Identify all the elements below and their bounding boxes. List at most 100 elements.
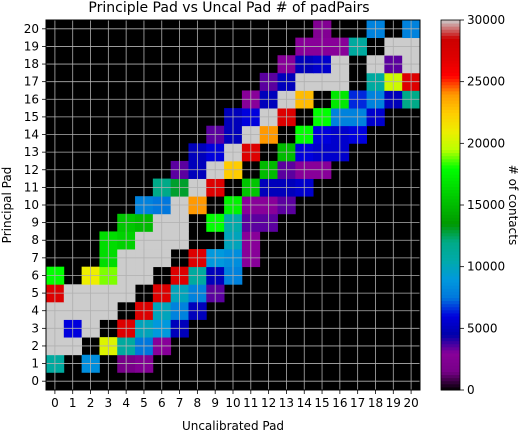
colorbar-swatch xyxy=(441,201,460,206)
colorbar-swatch xyxy=(441,263,460,268)
colorbar-swatch xyxy=(441,343,460,348)
colorbar-ticks: 0 5000 10000 15000 20000 25000 30000 xyxy=(460,13,505,397)
colorbar-swatch xyxy=(441,309,460,314)
colorbar-swatch xyxy=(441,303,460,308)
y-tick-label: 15 xyxy=(24,110,39,124)
colorbar-swatch xyxy=(441,291,460,295)
colorbar-swatch xyxy=(441,32,460,36)
colorbar-swatch xyxy=(441,20,460,24)
colorbar-swatch xyxy=(441,103,460,107)
colorbar-swatch xyxy=(441,149,460,154)
colorbar-swatch xyxy=(441,275,460,280)
colorbar-swatch xyxy=(441,371,460,376)
colorbar-swatch xyxy=(441,297,460,302)
colorbar-swatch xyxy=(441,171,460,175)
colorbar-swatch xyxy=(441,47,460,52)
y-tick-label: 16 xyxy=(24,92,39,106)
y-tick-label: 5 xyxy=(31,286,39,300)
x-tick-label: 8 xyxy=(194,396,202,410)
colorbar-swatch xyxy=(441,245,460,249)
colorbar-swatch xyxy=(441,260,460,265)
y-tick-label: 6 xyxy=(31,268,39,282)
colorbar-swatch xyxy=(441,29,460,33)
colorbar-swatch xyxy=(441,377,460,382)
x-tick-label: 16 xyxy=(332,396,347,410)
colorbar-swatch xyxy=(441,232,460,237)
y-tick-label: 20 xyxy=(24,22,39,36)
colorbar-swatch xyxy=(441,282,460,286)
colorbar-swatch xyxy=(441,90,460,95)
colorbar-swatch xyxy=(441,69,460,73)
x-tick-label: 17 xyxy=(350,396,365,410)
chart-title: Principle Pad vs Uncal Pad # of padPairs xyxy=(88,0,369,16)
colorbar-swatch xyxy=(441,251,460,255)
colorbar-label: # of contacts xyxy=(506,165,519,245)
colorbar-swatch xyxy=(441,143,460,147)
colorbar-swatch xyxy=(441,374,460,379)
colorbar-swatch xyxy=(441,109,460,113)
x-tick-label: 12 xyxy=(261,396,276,410)
colorbar-swatch xyxy=(441,41,460,46)
colorbar-swatch xyxy=(441,266,460,271)
colorbar-tick-label: 10000 xyxy=(467,260,505,274)
y-tick-label: 2 xyxy=(31,339,39,353)
colorbar-swatch xyxy=(441,53,460,58)
colorbar-swatch xyxy=(441,359,460,363)
colorbar-swatch xyxy=(441,285,460,289)
colorbar-swatch xyxy=(441,161,460,166)
colorbar-swatch xyxy=(441,94,460,98)
colorbar-swatch xyxy=(441,220,460,224)
colorbar-swatch xyxy=(441,362,460,366)
x-axis-label: Uncalibrated Pad xyxy=(182,419,284,433)
colorbar-swatch xyxy=(441,177,460,181)
x-tick-label: 15 xyxy=(314,396,329,410)
colorbar-swatch xyxy=(441,35,460,39)
x-tick-label: 11 xyxy=(243,396,258,410)
colorbar-swatch xyxy=(441,198,460,203)
colorbar-swatch xyxy=(441,38,460,43)
y-tick-label: 9 xyxy=(31,216,39,230)
colorbar-swatch xyxy=(441,340,460,345)
y-tick-label: 17 xyxy=(24,75,39,89)
colorbar-swatch xyxy=(441,316,460,320)
colorbar-swatch xyxy=(441,312,460,317)
colorbar-swatch xyxy=(441,131,460,135)
x-tick-label: 2 xyxy=(87,396,95,410)
colorbar-swatch xyxy=(441,44,460,49)
colorbar-tick-label: 20000 xyxy=(467,136,505,150)
colorbar-swatch xyxy=(441,248,460,252)
y-tick-label: 8 xyxy=(31,233,39,247)
y-tick-label: 13 xyxy=(24,145,39,159)
colorbar-swatch xyxy=(441,152,460,157)
colorbar-swatch xyxy=(441,380,460,385)
colorbar-swatch xyxy=(441,383,460,388)
x-tick-label: 19 xyxy=(386,396,401,410)
colorbar-swatch xyxy=(441,346,460,351)
y-tick-label: 14 xyxy=(24,128,39,142)
grid-lines xyxy=(46,20,420,390)
colorbar-swatch xyxy=(441,279,460,283)
y-tick-label: 4 xyxy=(31,304,39,318)
colorbar-swatch xyxy=(441,223,460,228)
colorbar-swatch xyxy=(441,183,460,187)
colorbar-swatch xyxy=(441,306,460,311)
colorbar-swatch xyxy=(441,238,460,243)
colorbar-swatch xyxy=(441,50,460,55)
colorbar-swatch xyxy=(441,300,460,305)
y-tick-label: 18 xyxy=(24,57,39,71)
colorbar-swatch xyxy=(441,100,460,104)
colorbar-swatch xyxy=(441,208,460,212)
colorbar-swatch xyxy=(441,81,460,86)
y-tick-label: 7 xyxy=(31,251,39,265)
colorbar-swatch xyxy=(441,229,460,234)
x-tick-label: 18 xyxy=(368,396,383,410)
colorbar-swatch xyxy=(441,217,460,221)
colorbar-swatch xyxy=(441,118,460,123)
x-tick-label: 20 xyxy=(403,396,418,410)
x-tick-label: 3 xyxy=(105,396,113,410)
x-tick-label: 1 xyxy=(69,396,77,410)
colorbar-swatch xyxy=(441,112,460,117)
colorbar-swatch xyxy=(441,328,460,332)
